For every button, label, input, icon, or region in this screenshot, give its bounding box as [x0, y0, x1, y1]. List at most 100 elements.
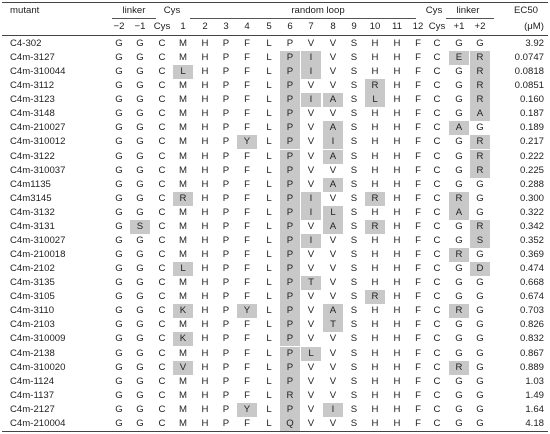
residue-cell: G	[136, 94, 144, 106]
mutant-name: C4m-310044	[10, 66, 66, 78]
residue-cell: H	[393, 361, 401, 373]
ec50-value: 0.369	[519, 249, 544, 261]
residue-cell: F	[244, 52, 250, 64]
residue-cell: H	[393, 122, 401, 134]
residue-cell: M	[179, 389, 187, 401]
residue-cell: G	[115, 389, 123, 401]
residue-cell: G	[455, 319, 463, 331]
residue-cell: F	[415, 333, 421, 345]
residue-cell: V	[307, 220, 315, 232]
residue-cell: I	[301, 205, 321, 220]
ec50-value: 0.322	[519, 206, 544, 218]
residue-cell: H	[393, 389, 401, 401]
bottom-rule	[2, 431, 548, 432]
residue-cell: H	[371, 38, 379, 49]
residue-cell: C	[433, 319, 441, 331]
residue-cell: G	[115, 333, 123, 345]
residue-cell: G	[455, 389, 463, 401]
residue-cell: L	[266, 291, 272, 303]
residue-cell: G	[455, 277, 463, 289]
residue-cell: F	[415, 389, 421, 401]
residue-cell: P	[280, 248, 300, 263]
residue-cell: M	[179, 94, 187, 106]
residue-cell: F	[244, 38, 250, 49]
residue-cell: R	[449, 191, 469, 206]
header-linker-right: linker	[456, 5, 480, 16]
residue-cell: H	[393, 66, 401, 78]
residue-cell: E	[449, 51, 469, 66]
residue-cell: L	[266, 38, 272, 49]
mutant-name: C4m-3127	[10, 52, 55, 64]
residue-cell: H	[371, 305, 379, 317]
residue-cell: C	[158, 220, 166, 232]
residue-cell: S	[350, 164, 358, 176]
residue-cell: G	[476, 277, 484, 289]
residue-cell: H	[393, 234, 401, 246]
residue-cell: Y	[237, 304, 257, 319]
residue-cell: K	[173, 304, 193, 319]
residue-cell: F	[244, 249, 250, 261]
mutant-name: C4m-3132	[10, 206, 55, 218]
residue-cell: G	[115, 136, 123, 148]
ec50-value: 1.49	[525, 389, 544, 401]
subheader-3: 1	[180, 21, 186, 32]
residue-cell: R	[365, 219, 385, 234]
residue-cell: S	[350, 234, 358, 246]
residue-cell: F	[415, 319, 421, 331]
header-cys-right: Cys	[425, 5, 443, 16]
residue-cell: I	[323, 135, 343, 150]
residue-cell: S	[350, 347, 358, 359]
residue-cell: H	[201, 52, 209, 64]
subheader-4: 2	[202, 21, 208, 32]
residue-cell: I	[301, 93, 321, 108]
residue-cell: H	[371, 206, 379, 218]
subheader-15: Cys	[428, 21, 446, 32]
residue-cell: H	[371, 234, 379, 246]
residue-cell: H	[201, 66, 209, 78]
residue-cell: C	[158, 136, 166, 148]
residue-cell: G	[136, 122, 144, 134]
residue-cell: H	[393, 80, 401, 92]
mutant-name: C4m-310037	[10, 164, 66, 176]
residue-cell: F	[415, 249, 421, 261]
residue-cell: H	[393, 52, 401, 64]
residue-cell: F	[415, 164, 421, 176]
residue-cell: P	[280, 51, 300, 66]
mutant-name: C4m-1124	[10, 375, 55, 387]
ec50-value: 0.889	[519, 361, 544, 373]
residue-cell: R	[449, 360, 469, 375]
residue-cell: H	[393, 178, 401, 190]
subheader-13: 11	[392, 21, 402, 32]
residue-cell: F	[244, 333, 250, 345]
residue-cell: P	[222, 319, 230, 331]
residue-cell: P	[280, 205, 300, 220]
residue-cell: S	[350, 66, 358, 78]
residue-cell: S	[350, 263, 358, 275]
residue-cell: L	[266, 403, 272, 415]
header-random-loop: random loop	[291, 5, 345, 16]
ec50-value: 0.703	[519, 305, 544, 317]
residue-cell: G	[115, 417, 123, 429]
residue-cell: V	[329, 389, 337, 401]
residue-cell: F	[244, 80, 250, 92]
residue-cell: V	[307, 249, 315, 261]
residue-cell: T	[323, 318, 343, 333]
residue-cell: H	[371, 150, 379, 162]
mutant-name: C4m-310009	[10, 333, 66, 345]
residue-cell: H	[371, 277, 379, 289]
residue-cell: S	[350, 375, 358, 387]
residue-cell: C	[158, 192, 166, 204]
residue-cell: P	[222, 94, 230, 106]
residue-cell: V	[329, 192, 337, 204]
mutant-name: C4m-1137	[10, 389, 55, 401]
residue-cell: F	[415, 38, 421, 49]
residue-cell: S	[350, 80, 358, 92]
residue-cell: S	[350, 178, 358, 190]
residue-cell: F	[415, 94, 421, 106]
residue-cell: G	[136, 389, 144, 401]
subheader-2: Cys	[153, 21, 171, 32]
residue-cell: G	[115, 319, 123, 331]
residue-cell: A	[449, 121, 469, 136]
residue-cell: G	[455, 375, 463, 387]
residue-cell: L	[323, 205, 343, 220]
